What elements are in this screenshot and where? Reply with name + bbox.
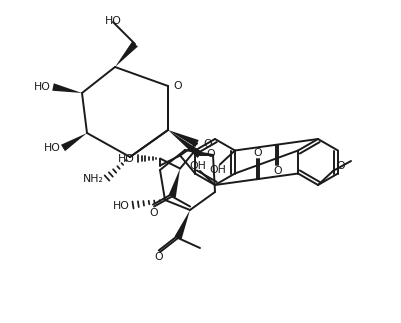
Text: OH: OH [209,164,226,174]
Text: HO: HO [34,82,51,92]
Text: O: O [154,252,163,262]
Polygon shape [61,133,87,151]
Text: O: O [150,207,158,217]
Text: O: O [335,161,344,171]
Polygon shape [174,210,190,239]
Text: HO: HO [113,201,130,211]
Text: OH: OH [189,161,206,171]
Polygon shape [52,83,82,93]
Polygon shape [115,42,138,67]
Text: HO: HO [104,16,121,26]
Polygon shape [168,130,202,158]
Polygon shape [168,169,180,198]
Text: HO: HO [44,143,61,153]
Polygon shape [168,130,198,147]
Text: O: O [203,139,211,149]
Text: O: O [172,81,181,91]
Text: O: O [205,149,214,159]
Text: O: O [272,166,281,176]
Text: HO: HO [118,153,135,163]
Text: O: O [253,148,261,158]
Text: NH₂: NH₂ [83,174,104,184]
